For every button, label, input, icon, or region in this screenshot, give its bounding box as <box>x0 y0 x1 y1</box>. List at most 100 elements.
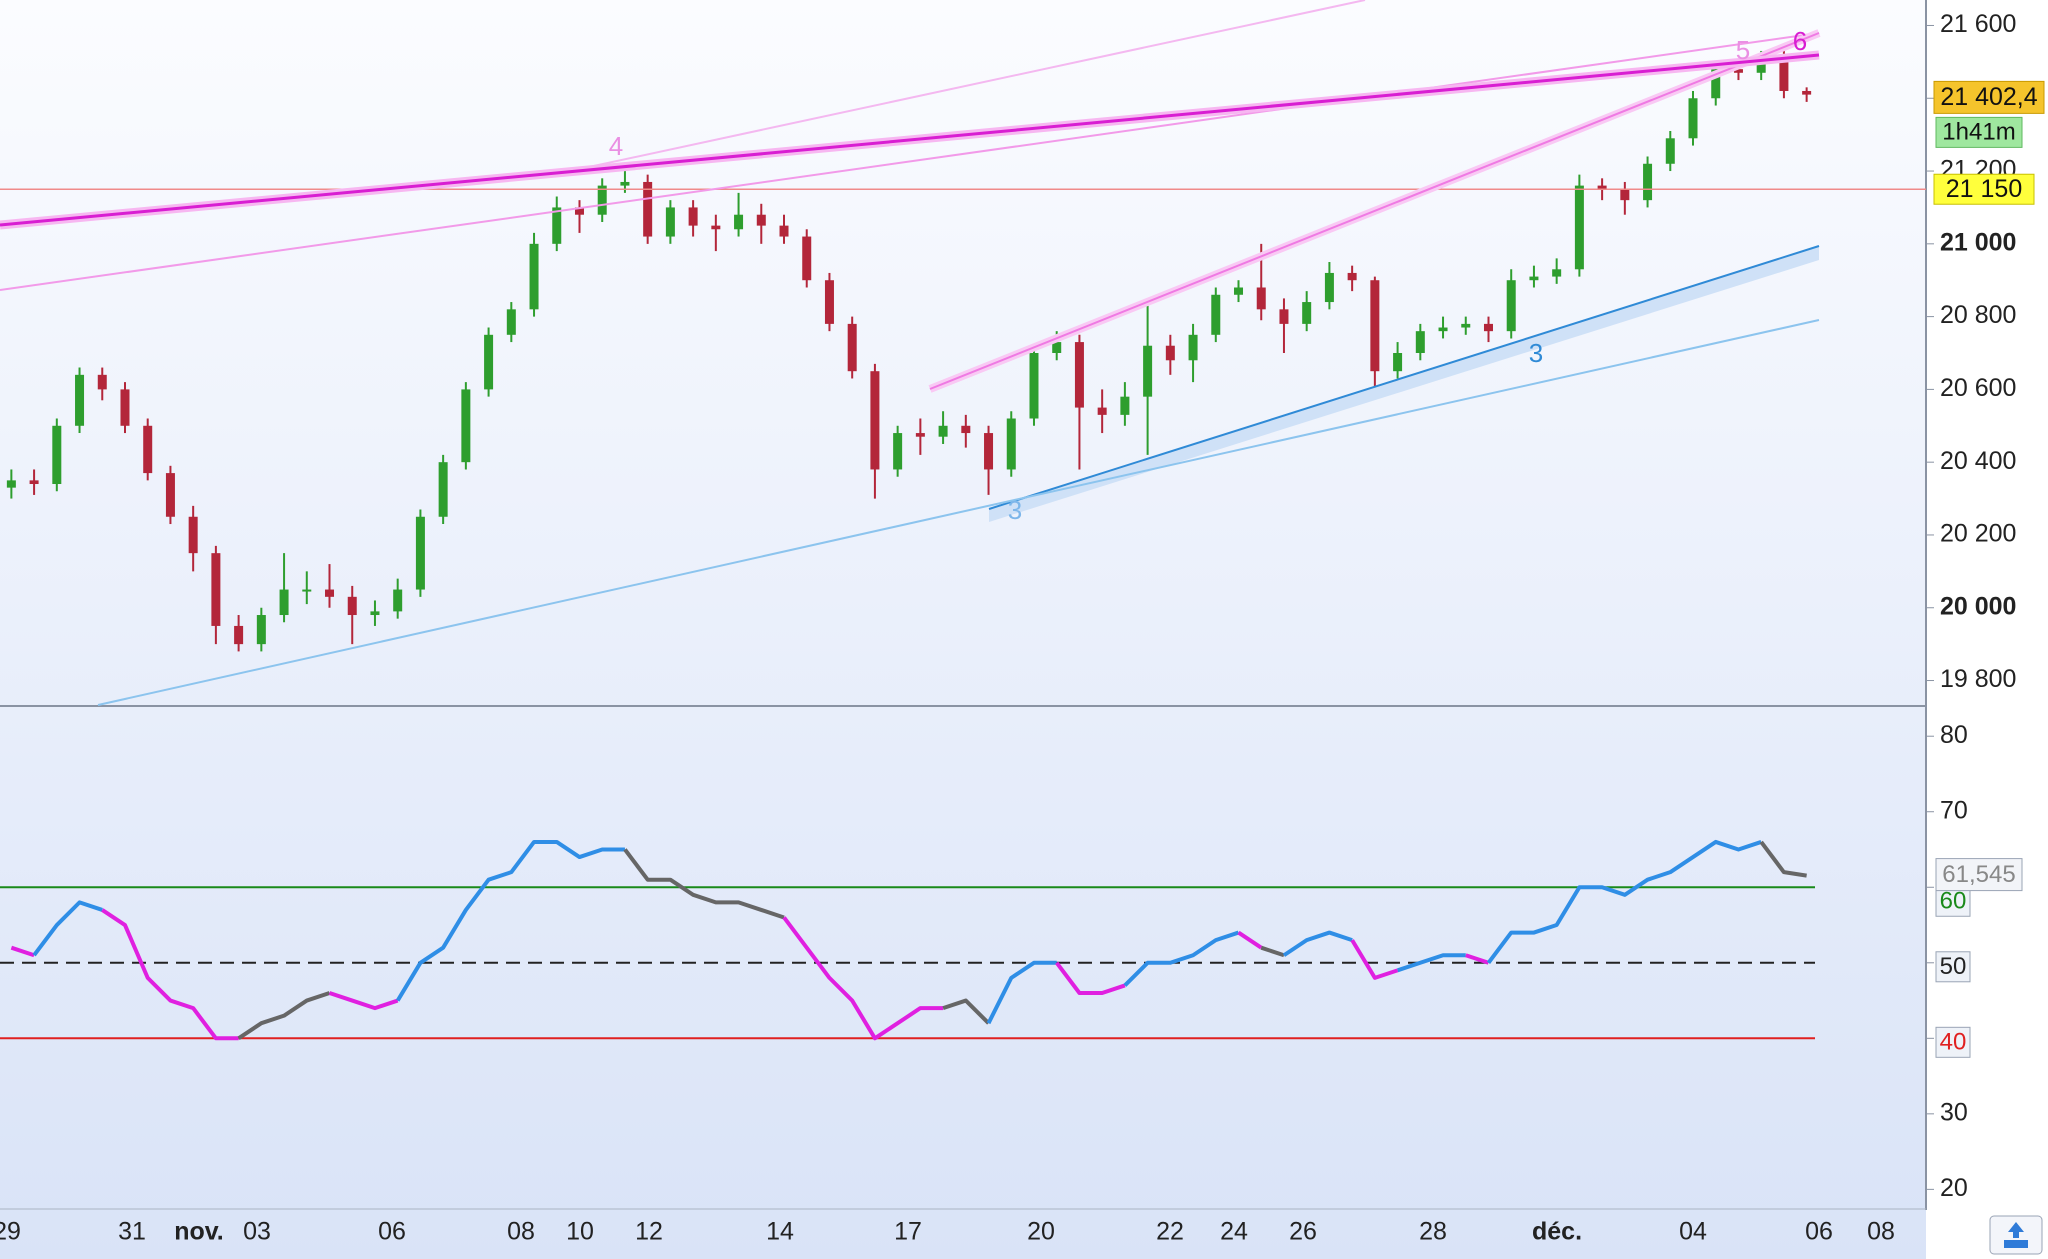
candle-body <box>984 433 994 470</box>
x-tick-label: 26 <box>1289 1218 1317 1246</box>
trendline <box>929 32 1820 390</box>
candle-body <box>1165 345 1175 361</box>
rsi-line <box>1486 839 1762 964</box>
last-price-label: 21 402,4 <box>1940 83 2037 111</box>
candle-body <box>1097 407 1107 415</box>
scroll-button[interactable] <box>1989 1215 2043 1255</box>
rsi-last-tag <box>1935 858 2023 892</box>
rsi-level-label: 60 <box>1940 888 1967 915</box>
candle-body <box>279 589 289 616</box>
candle-body <box>597 185 607 215</box>
rsi-line <box>1123 930 1240 987</box>
candle-body <box>1029 353 1039 419</box>
y-tick-label: 70 <box>1940 796 1968 824</box>
rsi-level-label: 40 <box>1940 1029 1967 1056</box>
candle-body <box>734 214 744 230</box>
x-tick-label: 10 <box>566 1218 594 1246</box>
rsi-line <box>1260 945 1285 958</box>
countdown-label: 1h41m <box>1942 119 2015 146</box>
x-tick-label: déc. <box>1532 1218 1582 1246</box>
rsi-line <box>1055 961 1126 995</box>
candle-body <box>165 473 175 517</box>
rsi-line <box>10 945 35 958</box>
candle-body <box>620 181 630 186</box>
candle-body <box>1574 185 1584 270</box>
y-tick-label: 19 800 <box>1940 665 2016 693</box>
level-tag <box>1933 173 2035 205</box>
x-tick-label: 20 <box>1027 1218 1055 1246</box>
candle-body <box>779 225 789 237</box>
candle-body <box>29 480 39 485</box>
rsi-line <box>942 998 990 1025</box>
level-tag-label: 21 150 <box>1946 175 2022 203</box>
x-tick-label: 08 <box>507 1218 535 1246</box>
candle-body <box>529 243 539 310</box>
candle-body <box>1324 272 1334 303</box>
candle-body <box>1552 269 1562 277</box>
y-tick-label: 21 600 <box>1940 10 2016 38</box>
rsi-line <box>1465 953 1490 965</box>
x-tick-label: 08 <box>1867 1218 1895 1246</box>
candle-body <box>1665 138 1675 164</box>
trendline <box>0 32 1820 291</box>
rsi-level-tag <box>1935 951 1971 983</box>
candle-body <box>1256 287 1266 310</box>
rsi-level-tag <box>1935 885 1971 917</box>
x-tick-label: 17 <box>894 1218 922 1246</box>
candle-body <box>415 516 425 590</box>
rsi-level-label: 50 <box>1940 953 1967 980</box>
candle-body <box>188 516 198 554</box>
candle-body <box>1279 309 1289 324</box>
rsi-line <box>237 991 331 1040</box>
rsi-line <box>1282 930 1353 957</box>
trendline <box>988 245 1820 510</box>
rsi-line <box>1350 939 1399 980</box>
candle-body <box>120 389 130 426</box>
candle-body <box>6 480 16 488</box>
candle-body <box>1597 185 1607 190</box>
candle-body <box>847 323 857 372</box>
candle-body <box>484 334 494 390</box>
x-tick-label: 22 <box>1156 1218 1184 1246</box>
candle-body <box>1120 396 1130 415</box>
y-tick-label: 20 200 <box>1940 520 2016 548</box>
y-tick-label: 20 <box>1940 1174 1968 1202</box>
candle-body <box>75 374 85 426</box>
candle-body <box>1006 418 1016 470</box>
candle-body <box>370 611 380 616</box>
plot-background <box>0 0 1926 1259</box>
candle-body <box>711 225 721 230</box>
candle-body <box>302 589 312 592</box>
candle-body <box>143 425 153 474</box>
x-tick-label: 06 <box>1805 1218 1833 1246</box>
x-tick-label: nov. <box>174 1218 224 1246</box>
last-price-tag <box>1933 80 2045 114</box>
candle-body <box>1711 69 1721 99</box>
rsi-line <box>395 839 625 1002</box>
candle-body <box>211 553 221 626</box>
candle-body <box>1393 353 1403 372</box>
candle-body <box>1370 280 1380 372</box>
wave-label: 3 <box>1008 495 1022 525</box>
rsi-line <box>1396 953 1466 973</box>
candle-body <box>893 433 903 470</box>
candle-body <box>756 214 766 226</box>
candle-body <box>552 207 562 244</box>
rsi-line <box>1759 840 1807 878</box>
trendline <box>574 0 1366 171</box>
x-tick-label: 03 <box>243 1218 271 1246</box>
wave-label: 3 <box>1529 338 1543 368</box>
candle-body <box>438 462 448 517</box>
y-tick-label: 20 000 <box>1940 592 2016 620</box>
trendline <box>0 53 1820 227</box>
candle-body <box>688 207 698 226</box>
candle-body <box>1802 90 1812 95</box>
candle-body <box>234 625 244 645</box>
candle-body <box>1733 69 1743 73</box>
rsi-line <box>101 908 239 1041</box>
candle-body <box>1483 323 1493 332</box>
wave-label: 4 <box>609 131 623 161</box>
candle-body <box>1188 334 1198 361</box>
candle-body <box>1688 98 1698 139</box>
